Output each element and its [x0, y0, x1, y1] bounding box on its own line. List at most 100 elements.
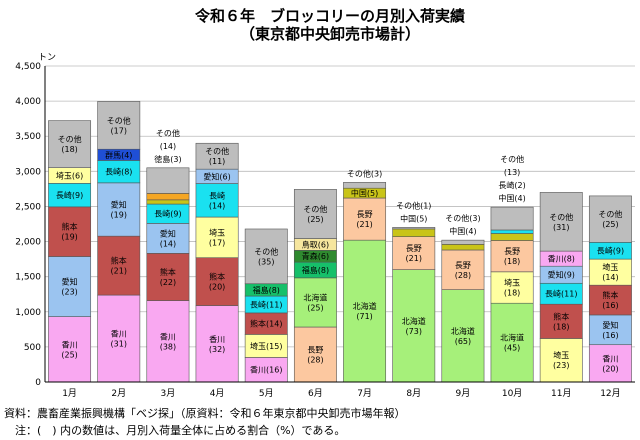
- bar-segment: [490, 240, 534, 273]
- bar-segment-label: 埼玉(18): [504, 278, 520, 298]
- bar-segment-label: 香川(38): [160, 331, 176, 351]
- bar-segment-label: 長野(28): [307, 346, 323, 365]
- bar-stack: 長野(28) 北海道(25) 福島(8) 青森(6) 鳥取(6) その他(25): [293, 189, 337, 383]
- bar-segment-label: 香川(31): [111, 329, 127, 349]
- bar-segment: [244, 357, 288, 383]
- bar-segment: [441, 289, 485, 383]
- bar-segment: [146, 167, 190, 194]
- bar-segment: [343, 182, 387, 189]
- bar-segment: [392, 228, 436, 237]
- bar-external-label: その他(14)徳島(3): [154, 128, 181, 164]
- bar-segment: [97, 182, 141, 237]
- bar-stack: 埼玉(23) 熊本(18) 長崎(11) 愛知(9) 香川(8) その他(31): [539, 192, 583, 383]
- y-axis-ticks: 0 500 1,000 1,500 2,000 2,500 3,000 3,500 4,000 4…: [15, 62, 41, 388]
- bar-external-label: その他(3): [347, 168, 382, 178]
- bar-segment: [392, 269, 436, 383]
- bar-external-label: その他(3)中国(4): [445, 213, 480, 236]
- bar-segment: [48, 120, 92, 168]
- stacked-bar-chart: 令和６年 ブロッコリーの月別入荷実績 （東京都中央卸売市場計） トン 0 500 1…: [15, 7, 635, 399]
- x-tick-label: 3月: [161, 388, 176, 399]
- bar-segment-label: 福島(8): [253, 285, 280, 295]
- bar-segment-label: 熊本(18): [553, 311, 569, 331]
- bar-segment: [588, 195, 632, 243]
- chart-subtitle: （東京都中央卸売市場計）: [240, 25, 420, 43]
- bar-segment: [195, 257, 239, 306]
- bar-segment: [392, 227, 436, 230]
- x-tick-label: 12月: [600, 388, 620, 399]
- y-tick-label: 4,500: [15, 62, 41, 72]
- bar-segment-label: 熊本(16): [602, 290, 618, 310]
- bar-stack: 香川(25) 愛知(23) 熊本(19) 長崎(9) 埼玉(6) その他(18): [48, 120, 92, 383]
- grid-lines: [45, 65, 635, 348]
- y-tick-label: 1,500: [15, 273, 41, 283]
- bar-segment: [441, 249, 485, 290]
- bar-segment-label: 埼玉(17): [209, 227, 225, 247]
- bar-segment-label: 長野(18): [504, 247, 520, 266]
- bar-segment-label: 長崎(8): [105, 167, 132, 177]
- bar-segment-label: 愛知(19): [111, 199, 127, 219]
- bar-segment: [97, 294, 141, 383]
- bar-segment: [392, 236, 436, 270]
- bar-segment-label: その他(35): [254, 246, 278, 266]
- bar-segment-label: 香川(16): [250, 365, 282, 375]
- bar-segment-label: その他(31): [549, 212, 573, 232]
- bar-segment: [441, 239, 485, 245]
- bar-segment: [195, 142, 239, 170]
- x-tick-label: 4月: [210, 388, 225, 399]
- bar-segment: [146, 199, 190, 205]
- bar-segment-label: その他(11): [205, 146, 229, 166]
- bar-stack: 香川(38) 熊本(22) 愛知(14) 長崎(9) その他(14)徳島(3): [146, 128, 190, 383]
- bar-segment-label: 北海道(73): [402, 316, 426, 336]
- bar-segment: [244, 228, 288, 285]
- bar-segment-label: 熊本(20): [209, 272, 225, 292]
- bar-segment-label: 長崎(14): [209, 190, 225, 210]
- bar-segment: [441, 244, 485, 251]
- bar-segment-label: 長野(28): [455, 261, 471, 280]
- bar-external-label: その他(1)中国(5): [396, 200, 431, 223]
- bar-segment: [588, 344, 632, 383]
- y-tick-label: 3,500: [15, 132, 41, 142]
- bar-stack: 香川(20) 愛知(16) 熊本(16) 埼玉(14) 長崎(9) その他(25): [588, 195, 632, 383]
- bar-segment-label: 熊本(22): [160, 267, 176, 287]
- bar-segment-label: 愛知(14): [160, 228, 176, 248]
- bar-segment: [588, 284, 632, 316]
- bar-segment-label: 長野(21): [356, 210, 372, 229]
- bar-segment-label: 北海道(71): [353, 301, 377, 321]
- x-tick-label: 5月: [259, 388, 274, 399]
- y-tick-label: 2,500: [15, 202, 41, 212]
- x-tick-label: 7月: [357, 388, 372, 399]
- bar-segment: [48, 206, 92, 257]
- bar-segment: [539, 192, 583, 252]
- chart-title: 令和６年 ブロッコリーの月別入荷実績: [195, 7, 465, 25]
- bar-segment-label: 北海道(45): [500, 333, 524, 353]
- bar-stack: 香川(32) 熊本(20) 埼玉(17) 長崎(14) 愛知(6) その他(11): [195, 142, 239, 383]
- x-tick-label: 9月: [456, 388, 471, 399]
- bar-segment: [490, 229, 534, 234]
- bar-segment-label: 愛知(6): [203, 171, 230, 181]
- bar-segment: [146, 223, 190, 254]
- bar-segment-label: 埼玉(6): [56, 171, 83, 181]
- bar-segment-label: 福島(8): [302, 265, 329, 275]
- bar-segment: [146, 193, 190, 201]
- y-tick-label: 3,000: [15, 167, 41, 177]
- bar-segment-label: 香川(25): [61, 339, 77, 359]
- bar-segment: [490, 271, 534, 304]
- y-tick-label: 4,000: [15, 97, 41, 107]
- bar-segment-label: 香川(8): [548, 254, 575, 264]
- bar-segment-label: 鳥取(6): [302, 239, 329, 249]
- y-tick-label: 2,000: [15, 238, 41, 248]
- bar-segment: [490, 206, 534, 231]
- bar-segment-label: 香川(32): [209, 334, 225, 354]
- bar-stack: 北海道(73) 長野(21) その他(1)中国(5): [392, 200, 436, 383]
- bar-segment: [588, 314, 632, 346]
- bar-segment: [490, 302, 534, 383]
- bar-segment: [539, 338, 583, 383]
- bar-segment-label: 青森(6): [302, 251, 329, 261]
- bar-segment: [588, 258, 632, 286]
- bar-segment: [490, 233, 534, 241]
- bar-segment-label: 熊本(19): [61, 222, 77, 242]
- bar-segment-label: その他(18): [58, 134, 82, 154]
- bar-segment-label: 北海道(25): [303, 292, 327, 312]
- footnote: 注：( ) 内の数値は、月別入荷量全体に占める割合（%）である。: [4, 424, 346, 437]
- bar-segment-label: 熊本(21): [111, 256, 127, 276]
